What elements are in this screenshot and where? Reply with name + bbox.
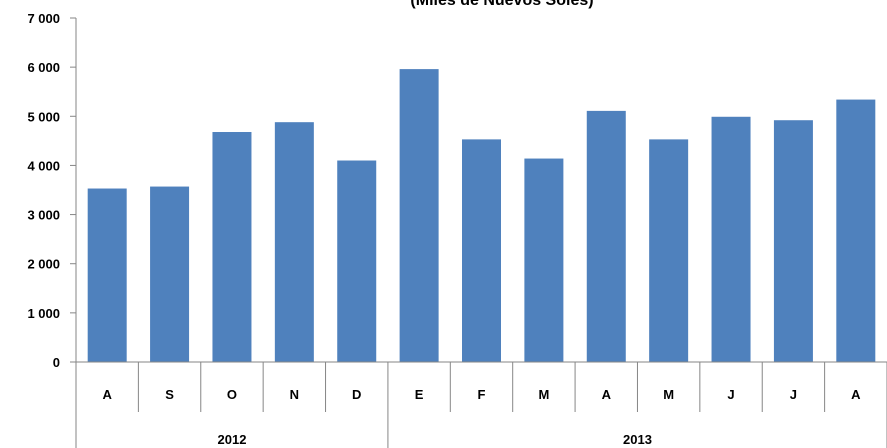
x-category-label: S — [165, 387, 174, 402]
x-group-label: 2012 — [218, 432, 247, 447]
x-category-label: A — [102, 387, 112, 402]
x-category-label: M — [538, 387, 549, 402]
bar — [399, 69, 439, 362]
y-tick-label: 5 000 — [27, 109, 60, 124]
x-category-label: D — [352, 387, 361, 402]
bars — [87, 69, 876, 363]
bar — [836, 99, 876, 362]
bar — [212, 132, 252, 362]
x-category-label: E — [415, 387, 424, 402]
x-group-label: 2013 — [623, 432, 652, 447]
y-tick-label: 4 000 — [27, 158, 60, 173]
x-category-label: J — [790, 387, 797, 402]
y-tick-label: 2 000 — [27, 257, 60, 272]
y-tick-label: 6 000 — [27, 60, 60, 75]
bar — [87, 188, 127, 362]
bar — [649, 139, 689, 362]
bar — [462, 139, 501, 362]
y-tick-label: 0 — [53, 355, 60, 370]
y-tick-label: 3 000 — [27, 208, 60, 223]
bar — [150, 186, 190, 362]
y-axis: 0 1 000 2 000 3 000 4 000 5 000 6 000 7 000 — [27, 11, 77, 370]
chart-title: (Miles de Nuevos Soles) — [410, 0, 593, 9]
y-tick-label: 7 000 — [27, 11, 60, 26]
x-category-label: O — [227, 387, 237, 402]
x-category-label: F — [478, 387, 486, 402]
x-category-label: N — [290, 387, 299, 402]
bar — [337, 160, 377, 362]
x-category-label: A — [851, 387, 861, 402]
bar — [773, 120, 813, 363]
x-category-label: M — [663, 387, 674, 402]
x-category-label: J — [727, 387, 734, 402]
bar — [586, 110, 626, 362]
bar — [274, 122, 314, 362]
bar — [711, 116, 751, 362]
x-category-label: A — [602, 387, 612, 402]
x-axis: A S O N D E F M A M J J A 2012 2013 — [75, 361, 887, 448]
bar — [524, 158, 564, 362]
y-tick-label: 1 000 — [27, 306, 60, 321]
